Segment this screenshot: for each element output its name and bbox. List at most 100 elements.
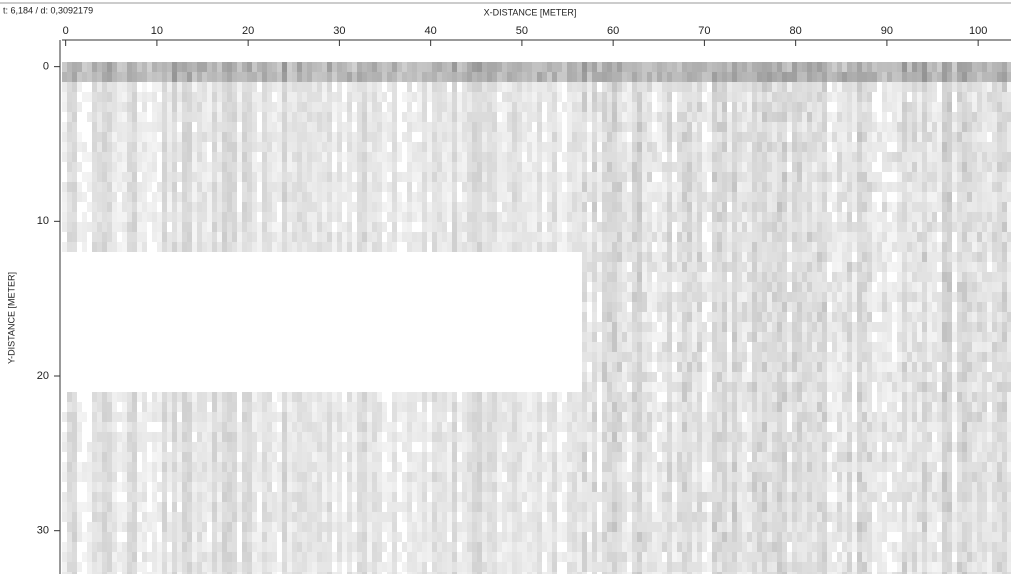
texture-cell (177, 492, 182, 502)
texture-cell (687, 132, 692, 142)
texture-cell (642, 492, 647, 502)
texture-cell (617, 202, 622, 212)
texture-cell (607, 402, 612, 412)
texture-cell (587, 292, 592, 302)
texture-cell (317, 402, 322, 412)
texture-cell (527, 432, 532, 442)
texture-cell (297, 212, 302, 222)
texture-cell (697, 232, 702, 242)
texture-cell (237, 162, 242, 172)
texture-cell (597, 362, 602, 372)
texture-cell (612, 542, 617, 552)
texture-cell (97, 202, 102, 212)
texture-cell (422, 122, 427, 132)
texture-cell (632, 422, 637, 432)
texture-cell (687, 462, 692, 472)
texture-cell (237, 112, 242, 122)
texture-cell (552, 102, 557, 112)
texture-cell (292, 192, 297, 202)
texture-cell (532, 232, 537, 242)
texture-cell (132, 572, 137, 574)
texture-cell (502, 172, 507, 182)
texture-cell (62, 502, 67, 512)
texture-cell (492, 402, 497, 412)
texture-cell (162, 432, 167, 442)
texture-cell (697, 322, 702, 332)
texture-cell (222, 512, 227, 522)
texture-cell (442, 172, 447, 182)
texture-cell (232, 232, 237, 242)
texture-cell (362, 572, 367, 574)
texture-cell (677, 62, 682, 72)
texture-cell (242, 462, 247, 472)
texture-cell (467, 392, 472, 402)
texture-cell (282, 162, 287, 172)
texture-cell (427, 82, 432, 92)
texture-cell (547, 512, 552, 522)
texture-cell (647, 352, 652, 362)
texture-cell (427, 512, 432, 522)
texture-cell (677, 202, 682, 212)
texture-cell (497, 432, 502, 442)
texture-cell (92, 242, 97, 252)
texture-cell (352, 242, 357, 252)
texture-cell (62, 222, 67, 232)
texture-cell (657, 202, 662, 212)
texture-cell (532, 562, 537, 572)
texture-cell (702, 532, 707, 542)
texture-cell (472, 562, 477, 572)
texture-cell (267, 542, 272, 552)
texture-cell (712, 472, 717, 482)
texture-cell (362, 472, 367, 482)
texture-cell (107, 572, 112, 574)
texture-cell (67, 552, 72, 562)
texture-cell (602, 552, 607, 562)
texture-cell (172, 62, 177, 72)
texture-cell (157, 442, 162, 452)
texture-cell (717, 182, 722, 192)
texture-cell (547, 452, 552, 462)
texture-cell (282, 562, 287, 572)
texture-cell (82, 62, 87, 72)
texture-cell (397, 462, 402, 472)
texture-cell (537, 202, 542, 212)
texture-cell (547, 492, 552, 502)
texture-cell (372, 452, 377, 462)
texture-cell (382, 422, 387, 432)
texture-cell (452, 222, 457, 232)
texture-cell (62, 192, 67, 202)
texture-cell (552, 462, 557, 472)
texture-cell (87, 92, 92, 102)
texture-cell (342, 182, 347, 192)
texture-cell (212, 482, 217, 492)
texture-cell (577, 222, 582, 232)
texture-cell (527, 112, 532, 122)
texture-cell (607, 482, 612, 492)
texture-cell (417, 242, 422, 252)
texture-cell (682, 162, 687, 172)
texture-cell (242, 212, 247, 222)
texture-cell (262, 492, 267, 502)
texture-cell (627, 392, 632, 402)
texture-cell (467, 132, 472, 142)
texture-cell (452, 242, 457, 252)
texture-cell (412, 212, 417, 222)
texture-cell (252, 452, 257, 462)
texture-cell (522, 492, 527, 502)
texture-cell (97, 412, 102, 422)
texture-cell (207, 492, 212, 502)
texture-cell (352, 162, 357, 172)
texture-cell (467, 522, 472, 532)
texture-cell (667, 572, 672, 574)
texture-cell (577, 502, 582, 512)
texture-cell (82, 242, 87, 252)
texture-cell (292, 82, 297, 92)
texture-cell (212, 542, 217, 552)
texture-cell (322, 142, 327, 152)
texture-cell (212, 452, 217, 462)
texture-cell (142, 552, 147, 562)
texture-cell (602, 242, 607, 252)
texture-cell (382, 62, 387, 72)
texture-cell (567, 232, 572, 242)
texture-cell (617, 442, 622, 452)
